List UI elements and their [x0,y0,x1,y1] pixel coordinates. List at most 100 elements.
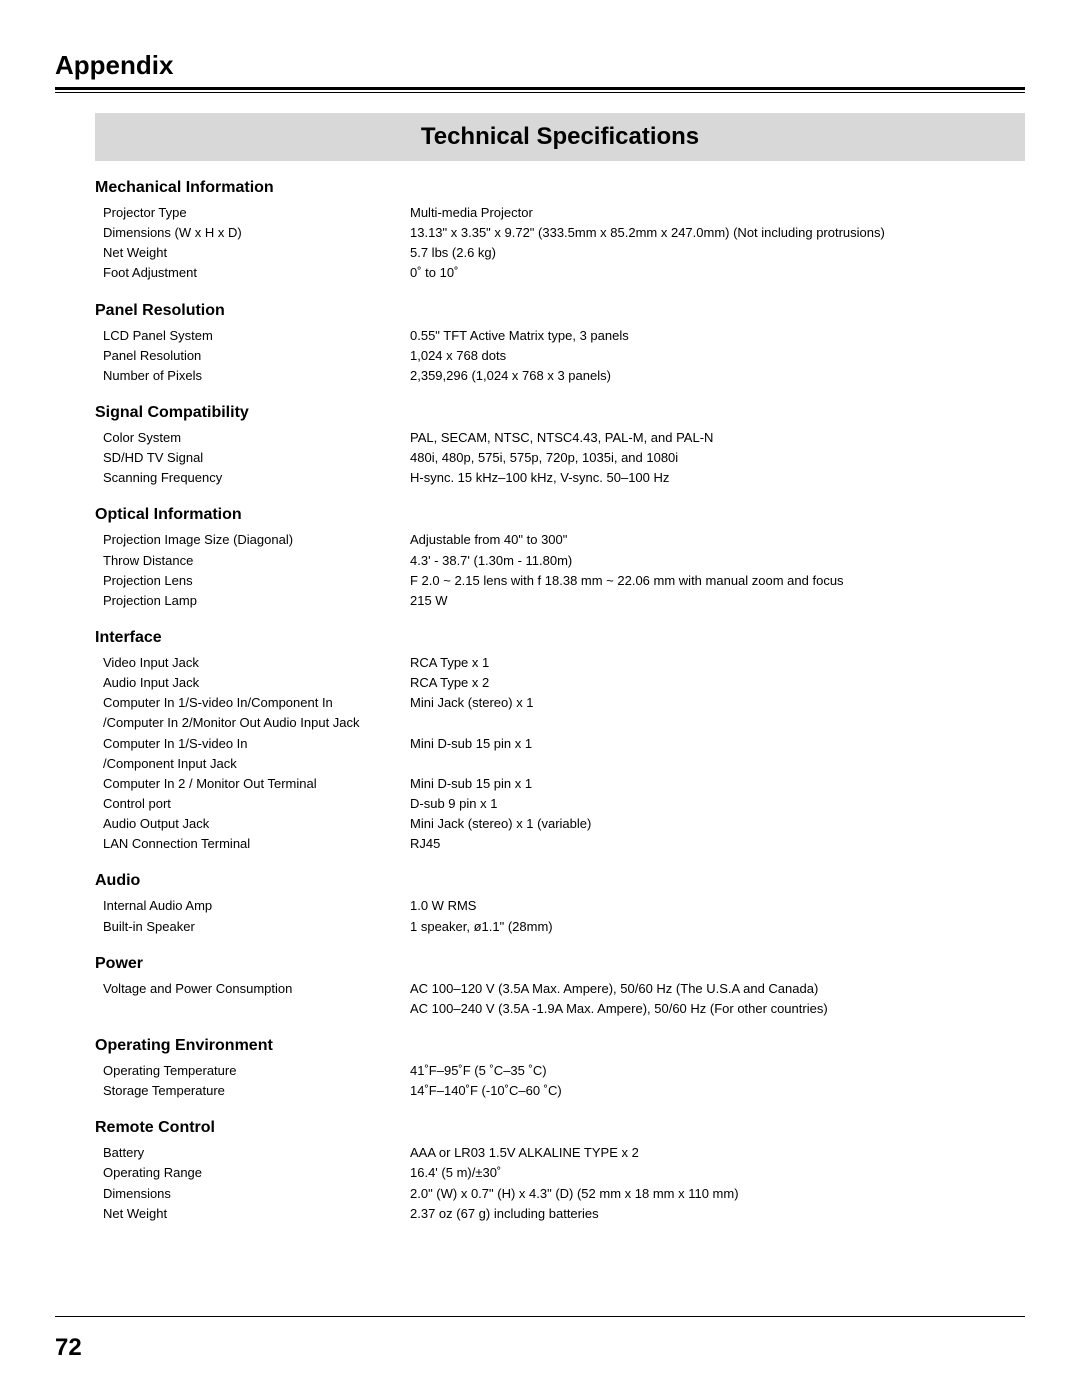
spec-row: Number of Pixels2,359,296 (1,024 x 768 x… [103,366,1025,386]
spec-value: F 2.0 ~ 2.15 lens with f 18.38 mm ~ 22.0… [410,571,1025,591]
spec-row: Throw Distance4.3' - 38.7' (1.30m - 11.8… [103,551,1025,571]
spec-row: Foot Adjustment0˚ to 10˚ [103,263,1025,283]
section-title: Interface [95,629,1025,647]
spec-value: 0˚ to 10˚ [410,263,1025,283]
spec-label: Voltage and Power Consumption [103,979,410,999]
spec-label: /Computer In 2/Monitor Out Audio Input J… [103,713,410,733]
spec-value: D-sub 9 pin x 1 [410,794,1025,814]
spec-row: Voltage and Power ConsumptionAC 100–120 … [103,979,1025,999]
spec-label: Projection Image Size (Diagonal) [103,530,410,550]
spec-value [410,754,1025,774]
spec-value: RCA Type x 1 [410,653,1025,673]
spec-value: 41˚F–95˚F (5 ˚C–35 ˚C) [410,1061,1025,1081]
spec-label: Scanning Frequency [103,468,410,488]
spec-value: AC 100–120 V (3.5A Max. Ampere), 50/60 H… [410,979,1025,999]
spec-label: Operating Temperature [103,1061,410,1081]
section-title: Audio [95,872,1025,890]
spec-value: 215 W [410,591,1025,611]
spec-row: Net Weight2.37 oz (67 g) including batte… [103,1204,1025,1224]
spec-label: Dimensions [103,1184,410,1204]
spec-value: 1,024 x 768 dots [410,346,1025,366]
header-rule-thick [55,87,1025,90]
spec-label: Projection Lamp [103,591,410,611]
spec-row: Projection LensF 2.0 ~ 2.15 lens with f … [103,571,1025,591]
spec-value: PAL, SECAM, NTSC, NTSC4.43, PAL-M, and P… [410,428,1025,448]
spec-row: Storage Temperature14˚F–140˚F (-10˚C–60 … [103,1081,1025,1101]
spec-value: 14˚F–140˚F (-10˚C–60 ˚C) [410,1081,1025,1101]
spec-value: AAA or LR03 1.5V ALKALINE TYPE x 2 [410,1143,1025,1163]
spec-label: Projector Type [103,203,410,223]
spec-row: Computer In 1/S-video In/Component InMin… [103,693,1025,713]
section-title: Panel Resolution [95,302,1025,320]
spec-row: LCD Panel System0.55" TFT Active Matrix … [103,326,1025,346]
spec-label: LAN Connection Terminal [103,834,410,854]
spec-label: Projection Lens [103,571,410,591]
spec-value: Mini Jack (stereo) x 1 [410,693,1025,713]
spec-row: Audio Input JackRCA Type x 2 [103,673,1025,693]
spec-value: 0.55" TFT Active Matrix type, 3 panels [410,326,1025,346]
footer-rule [55,1316,1025,1317]
section-title: Remote Control [95,1119,1025,1137]
spec-value [410,713,1025,733]
spec-row: Video Input JackRCA Type x 1 [103,653,1025,673]
spec-label: Storage Temperature [103,1081,410,1101]
page-header: Appendix [55,50,1025,87]
spec-row: /Component Input Jack [103,754,1025,774]
spec-row: Computer In 1/S-video InMini D-sub 15 pi… [103,734,1025,754]
spec-value: 1 speaker, ø1.1" (28mm) [410,917,1025,937]
section-title: Mechanical Information [95,179,1025,197]
spec-row: Projector TypeMulti-media Projector [103,203,1025,223]
spec-label: Computer In 1/S-video In [103,734,410,754]
spec-label: Internal Audio Amp [103,896,410,916]
spec-label: SD/HD TV Signal [103,448,410,468]
section-title: Operating Environment [95,1037,1025,1055]
spec-value: Mini D-sub 15 pin x 1 [410,734,1025,754]
spec-row: BatteryAAA or LR03 1.5V ALKALINE TYPE x … [103,1143,1025,1163]
spec-row: Audio Output JackMini Jack (stereo) x 1 … [103,814,1025,834]
section-title: Optical Information [95,506,1025,524]
spec-label: Battery [103,1143,410,1163]
spec-row: Projection Lamp215 W [103,591,1025,611]
page-number: 72 [55,1334,82,1362]
spec-value: Mini D-sub 15 pin x 1 [410,774,1025,794]
spec-value: H-sync. 15 kHz–100 kHz, V-sync. 50–100 H… [410,468,1025,488]
spec-row: Dimensions (W x H x D)13.13" x 3.35" x 9… [103,223,1025,243]
section-title: Power [95,955,1025,973]
spec-label: Control port [103,794,410,814]
spec-value: 16.4' (5 m)/±30˚ [410,1163,1025,1183]
spec-row: SD/HD TV Signal480i, 480p, 575i, 575p, 7… [103,448,1025,468]
header-rule-thin [55,92,1025,93]
spec-row: Internal Audio Amp1.0 W RMS [103,896,1025,916]
spec-row: Dimensions2.0" (W) x 0.7" (H) x 4.3" (D)… [103,1184,1025,1204]
spec-value: Adjustable from 40" to 300" [410,530,1025,550]
spec-label: LCD Panel System [103,326,410,346]
spec-row: Scanning FrequencyH-sync. 15 kHz–100 kHz… [103,468,1025,488]
spec-value: 4.3' - 38.7' (1.30m - 11.80m) [410,551,1025,571]
spec-value: 5.7 lbs (2.6 kg) [410,243,1025,263]
spec-label [103,999,410,1019]
spec-label: Dimensions (W x H x D) [103,223,410,243]
banner-title: Technical Specifications [95,113,1025,161]
spec-value: Multi-media Projector [410,203,1025,223]
spec-value: 2,359,296 (1,024 x 768 x 3 panels) [410,366,1025,386]
spec-value: RCA Type x 2 [410,673,1025,693]
spec-row: Color SystemPAL, SECAM, NTSC, NTSC4.43, … [103,428,1025,448]
spec-value: 13.13" x 3.35" x 9.72" (333.5mm x 85.2mm… [410,223,1025,243]
spec-value: 1.0 W RMS [410,896,1025,916]
spec-sections: Mechanical Information Projector TypeMult… [55,179,1025,1224]
spec-label: Net Weight [103,243,410,263]
spec-label: Operating Range [103,1163,410,1183]
spec-label: Computer In 1/S-video In/Component In [103,693,410,713]
spec-label: Built-in Speaker [103,917,410,937]
spec-row: LAN Connection TerminalRJ45 [103,834,1025,854]
spec-label: Color System [103,428,410,448]
spec-label: Number of Pixels [103,366,410,386]
spec-label: Audio Input Jack [103,673,410,693]
spec-row: Operating Temperature41˚F–95˚F (5 ˚C–35 … [103,1061,1025,1081]
spec-row: Net Weight5.7 lbs (2.6 kg) [103,243,1025,263]
spec-row: Operating Range16.4' (5 m)/±30˚ [103,1163,1025,1183]
spec-label: Computer In 2 / Monitor Out Terminal [103,774,410,794]
spec-row: AC 100–240 V (3.5A -1.9A Max. Ampere), 5… [103,999,1025,1019]
spec-row: Panel Resolution1,024 x 768 dots [103,346,1025,366]
spec-label: Net Weight [103,1204,410,1224]
